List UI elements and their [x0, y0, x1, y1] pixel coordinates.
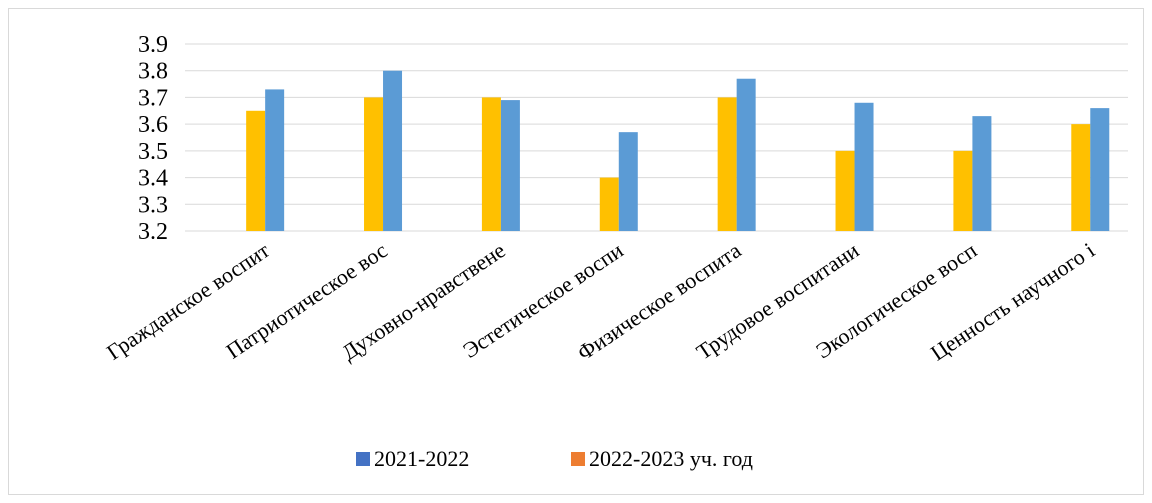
y-tick-label: 3.9 — [138, 32, 168, 58]
y-tick-label: 3.3 — [138, 192, 168, 218]
y-tick-label: 3.2 — [138, 219, 168, 245]
bar-series-a — [481, 97, 501, 231]
bar-series-b — [618, 132, 638, 231]
legend-label: 2022-2023 уч. год — [589, 446, 753, 471]
chart-frame — [8, 8, 1144, 495]
bar-series-a — [953, 150, 973, 231]
legend-swatch — [356, 452, 370, 466]
y-tick-label: 3.5 — [138, 139, 168, 165]
bar-series-a — [364, 97, 384, 231]
y-tick-label: 3.8 — [138, 59, 168, 85]
bar-series-b — [972, 116, 992, 231]
y-tick-label: 3.6 — [138, 112, 168, 138]
y-tick-label: 3.4 — [138, 166, 168, 192]
bar-series-a — [1071, 124, 1091, 231]
bar-series-b — [265, 89, 285, 232]
bar-series-b — [383, 70, 403, 231]
legend-label: 2021-2022 — [374, 446, 469, 471]
bar-series-a — [835, 150, 855, 231]
bar-series-b — [500, 100, 520, 231]
bar-series-a — [246, 110, 266, 231]
bar-series-b — [1090, 108, 1110, 231]
bar-series-b — [736, 78, 756, 231]
bar-series-b — [854, 102, 874, 232]
bar-series-a — [599, 177, 619, 231]
bar-series-a — [717, 97, 737, 231]
legend-swatch — [571, 452, 585, 466]
y-tick-label: 3.7 — [138, 85, 168, 111]
